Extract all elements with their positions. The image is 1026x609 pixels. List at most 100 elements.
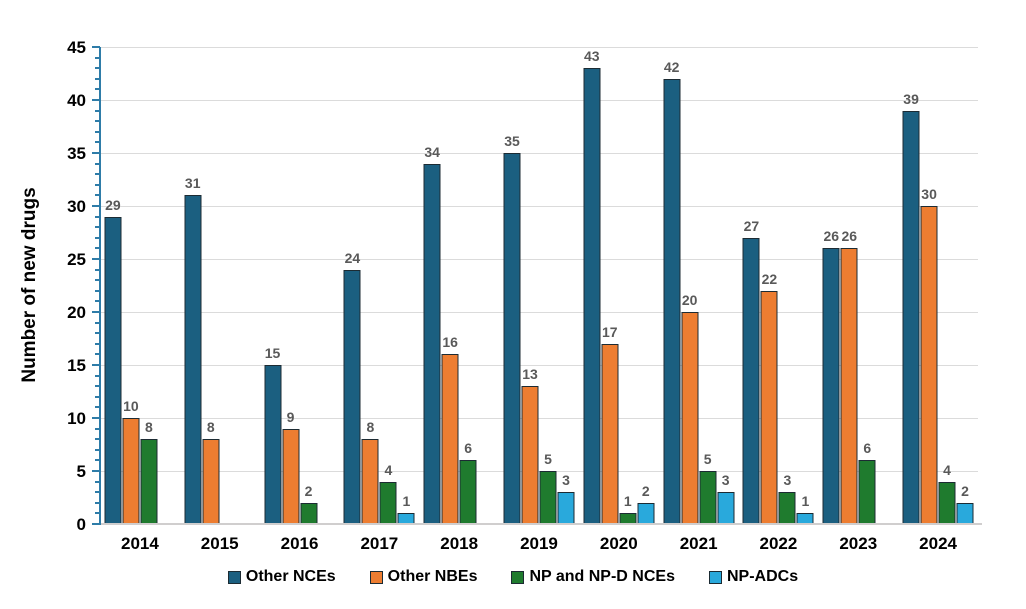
y-tick-label: 0 bbox=[76, 515, 86, 534]
legend-item-np-and-np-d-nces: NP and NP-D NCEs bbox=[511, 568, 675, 586]
legend-swatch-icon bbox=[227, 570, 241, 584]
bar-value-label: 15 bbox=[264, 345, 281, 361]
y-minor-tick bbox=[95, 374, 100, 377]
bar-other-nbes-2015 bbox=[202, 439, 220, 524]
y-major-tick bbox=[92, 152, 100, 154]
bar-slot: 34 bbox=[423, 47, 441, 524]
y-minor-tick bbox=[95, 141, 100, 144]
legend-label: NP-ADCs bbox=[726, 568, 799, 585]
bar-slot: 1 bbox=[796, 47, 814, 524]
legend-swatch-icon bbox=[708, 570, 722, 584]
bar-value-label: 24 bbox=[344, 249, 361, 266]
y-minor-tick bbox=[95, 501, 100, 504]
bar-slot: 35 bbox=[503, 47, 521, 524]
bar-other-nbes-2021 bbox=[681, 312, 699, 524]
y-minor-tick bbox=[95, 194, 100, 197]
y-minor-tick bbox=[95, 427, 100, 430]
bar-slot bbox=[318, 47, 335, 524]
bar-slot: 8 bbox=[140, 47, 158, 524]
bar-value-label: 26 bbox=[823, 228, 840, 245]
y-major-tick bbox=[92, 205, 100, 207]
y-minor-tick bbox=[95, 247, 100, 250]
bar-slot: 6 bbox=[858, 47, 876, 524]
bar-value-label: 6 bbox=[863, 440, 872, 457]
bar-np-and-np-d-nces-2024 bbox=[938, 481, 956, 524]
bar-slot: 1 bbox=[397, 47, 415, 524]
y-minor-tick bbox=[95, 512, 100, 515]
x-tick-label-2021: 2021 bbox=[679, 534, 718, 553]
bar-slot: 5 bbox=[699, 47, 717, 524]
y-tick-label: 35 bbox=[67, 144, 86, 163]
y-major-tick bbox=[92, 46, 100, 48]
gridline bbox=[100, 470, 978, 472]
y-minor-tick bbox=[95, 353, 100, 356]
bar-value-label: 1 bbox=[801, 493, 810, 510]
bar-cluster: 35 13 5 3 bbox=[503, 47, 575, 524]
bar-np-and-np-d-nces-2014 bbox=[140, 439, 158, 524]
gridline bbox=[100, 364, 978, 366]
bar-np-and-np-d-nces-2017 bbox=[379, 481, 397, 524]
legend-item-other-nces: Other NCEs bbox=[227, 568, 336, 586]
bar-np-and-np-d-nces-2023 bbox=[858, 460, 876, 524]
bar-other-nces-2015 bbox=[184, 195, 202, 524]
legend-item-np-adcs: NP-ADCs bbox=[708, 568, 799, 586]
bar-other-nces-2020 bbox=[583, 68, 601, 524]
bar-value-label: 9 bbox=[286, 408, 295, 425]
bar-slot: 16 bbox=[441, 47, 459, 524]
y-major-tick bbox=[92, 470, 100, 472]
bar-slot bbox=[877, 47, 894, 524]
legend-label: NP and NP-D NCEs bbox=[529, 568, 675, 585]
y-minor-tick bbox=[95, 88, 100, 91]
bar-np-and-np-d-nces-2016 bbox=[300, 502, 318, 524]
x-tick-label-2017: 2017 bbox=[360, 534, 399, 553]
gridline bbox=[100, 417, 978, 419]
legend-label: Other NBEs bbox=[387, 568, 478, 585]
bar-np-and-np-d-nces-2018 bbox=[459, 460, 477, 524]
bar-slot: 3 bbox=[717, 47, 735, 524]
y-minor-tick bbox=[95, 279, 100, 282]
y-minor-tick bbox=[95, 385, 100, 388]
bar-slot: 6 bbox=[459, 47, 477, 524]
y-minor-tick bbox=[95, 395, 100, 398]
bar-value-label: 6 bbox=[464, 440, 473, 457]
bar-cluster: 24 8 4 1 bbox=[343, 47, 415, 524]
bar-cluster: 34 16 6 bbox=[423, 47, 495, 524]
x-tick-label-2018: 2018 bbox=[440, 534, 479, 553]
y-minor-tick bbox=[95, 491, 100, 494]
y-axis-line bbox=[99, 47, 101, 525]
bar-group-2021: 42 20 5 3 bbox=[659, 47, 739, 524]
bar-value-label: 26 bbox=[841, 228, 858, 245]
y-minor-tick bbox=[95, 342, 100, 345]
bar-value-label: 4 bbox=[384, 461, 393, 478]
y-tick-label: 40 bbox=[67, 91, 86, 110]
y-major-tick bbox=[92, 311, 100, 313]
gridline bbox=[100, 258, 978, 260]
bar-other-nces-2017 bbox=[343, 269, 361, 524]
bar-other-nces-2019 bbox=[503, 153, 521, 524]
y-minor-tick bbox=[95, 67, 100, 70]
bar-np-adcs-2021 bbox=[717, 492, 735, 524]
bar-value-label: 1 bbox=[623, 493, 632, 510]
bar-value-label: 13 bbox=[522, 366, 538, 383]
y-tick-label: 15 bbox=[67, 356, 86, 375]
bar-value-label: 3 bbox=[562, 472, 570, 489]
gridline bbox=[100, 99, 978, 101]
bar-slot bbox=[158, 47, 175, 524]
bar-cluster: 42 20 5 3 bbox=[663, 47, 735, 524]
y-minor-tick bbox=[95, 480, 100, 483]
bar-other-nces-2016 bbox=[264, 365, 282, 524]
y-minor-tick bbox=[95, 120, 100, 123]
bar-value-label: 8 bbox=[145, 419, 153, 436]
bar-cluster: 27 22 3 1 bbox=[742, 47, 814, 524]
bar-value-label: 29 bbox=[105, 196, 121, 213]
bar-slot: 29 bbox=[104, 47, 122, 524]
bar-group-2015: 31 8 bbox=[180, 47, 260, 524]
y-minor-tick bbox=[95, 109, 100, 112]
bar-value-label: 5 bbox=[703, 451, 712, 467]
bar-other-nbes-2022 bbox=[760, 290, 778, 524]
bar-value-label: 1 bbox=[402, 493, 411, 510]
bar-slot: 2 bbox=[956, 47, 974, 524]
bar-other-nces-2024 bbox=[902, 110, 920, 524]
y-minor-tick bbox=[95, 130, 100, 133]
bar-np-adcs-2024 bbox=[956, 502, 974, 524]
